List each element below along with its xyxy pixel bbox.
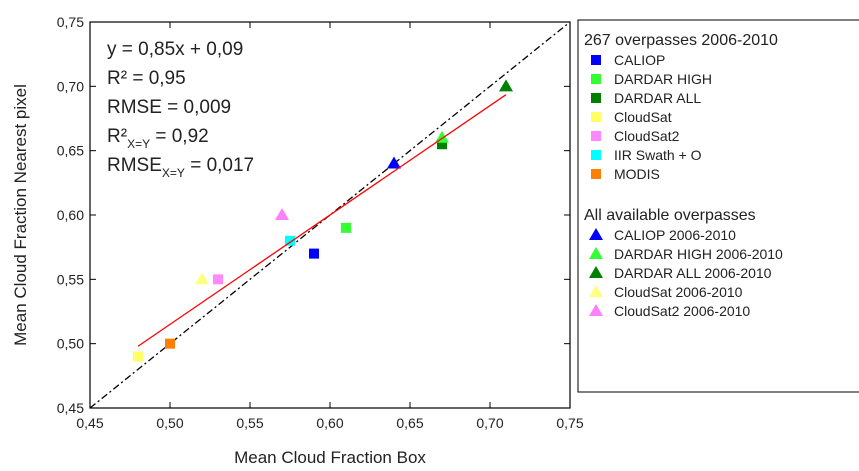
- legend-marker: [589, 228, 603, 240]
- legend-label: DARDAR HIGH: [614, 71, 712, 87]
- point: [435, 130, 449, 143]
- legend-label: CloudSat: [614, 109, 672, 125]
- annotation-text: = 0,92: [150, 126, 209, 147]
- y-tick-label: 0,70: [57, 78, 84, 94]
- annotation-text: y = 0,85x + 0,09: [107, 39, 243, 60]
- legend-title: 267 overpasses 2006-2010: [584, 32, 778, 49]
- annotation: RMSE = 0,009: [107, 97, 231, 118]
- y-tick-label: 0,60: [57, 207, 84, 223]
- legend-title: All available overpasses: [584, 207, 756, 224]
- legend-marker: [591, 150, 601, 160]
- x-tick-label: 0,60: [316, 415, 343, 431]
- x-tick-label: 0,65: [396, 415, 423, 431]
- annotation-text: = 0,017: [185, 155, 254, 176]
- y-tick-label: 0,45: [57, 400, 84, 416]
- legend-marker: [591, 112, 601, 122]
- point: [437, 139, 447, 150]
- legend-label: DARDAR HIGH 2006-2010: [614, 246, 783, 262]
- x-tick-label: 0,45: [76, 415, 103, 431]
- y-tick-label: 0,50: [57, 336, 84, 352]
- annotation: R²X=Y = 0,92: [107, 126, 209, 151]
- point: [499, 79, 513, 92]
- legend-label: CloudSat2: [614, 128, 680, 144]
- legend-label: MODIS: [614, 166, 660, 182]
- legend-label: CALIOP 2006-2010: [614, 227, 736, 243]
- legend-marker: [589, 247, 603, 259]
- legend-label: IIR Swath + O: [614, 147, 702, 163]
- point: [341, 222, 351, 233]
- legend-marker: [589, 304, 603, 316]
- point: [165, 338, 175, 349]
- legend-marker: [589, 266, 603, 278]
- x-axis-label: Mean Cloud Fraction Box: [234, 448, 426, 467]
- y-axis-label: Mean Cloud Fraction Nearest pixel: [11, 84, 30, 346]
- legend-label: DARDAR ALL 2006-2010: [614, 265, 772, 281]
- point: [275, 208, 289, 220]
- identity-line: [89, 21, 571, 409]
- x-tick-label: 0,50: [156, 415, 183, 431]
- y-tick-label: 0,65: [57, 143, 84, 159]
- legend-label: CloudSat2 2006-2010: [614, 303, 750, 319]
- legend-marker: [591, 55, 601, 65]
- point: [309, 248, 319, 259]
- fit-line: [137, 94, 507, 347]
- legend-marker: [591, 93, 601, 103]
- point: [195, 272, 209, 285]
- legend-label: DARDAR ALL: [614, 90, 701, 106]
- annotation-text: RMSE = 0,009: [107, 97, 231, 118]
- annotation: y = 0,85x + 0,09: [107, 39, 243, 60]
- legend-box: [577, 19, 859, 393]
- point: [387, 156, 401, 169]
- y-tick-label: 0,75: [57, 14, 84, 30]
- legend-label: CloudSat 2006-2010: [614, 284, 743, 300]
- x-tick-label: 0,75: [556, 415, 583, 431]
- legend-marker: [589, 285, 603, 297]
- annotation: R² = 0,95: [107, 68, 186, 89]
- x-tick-label: 0,55: [236, 415, 263, 431]
- x-tick-label: 0,70: [476, 415, 503, 431]
- point: [285, 235, 295, 246]
- annotation-text: R² = 0,95: [107, 68, 186, 89]
- annotation-text: RMSE: [107, 155, 162, 176]
- annotation: RMSEX=Y = 0,017: [107, 155, 254, 180]
- legend-marker: [591, 131, 601, 141]
- annotation-sub: X=Y: [162, 166, 185, 180]
- legend-marker: [591, 74, 601, 84]
- annotation-text: R²: [107, 126, 127, 147]
- y-tick-label: 0,55: [57, 271, 84, 287]
- legend-label: CALIOP: [614, 52, 665, 68]
- point: [213, 274, 223, 285]
- legend-marker: [591, 169, 601, 179]
- annotation-sub: X=Y: [127, 137, 150, 151]
- point: [133, 351, 143, 362]
